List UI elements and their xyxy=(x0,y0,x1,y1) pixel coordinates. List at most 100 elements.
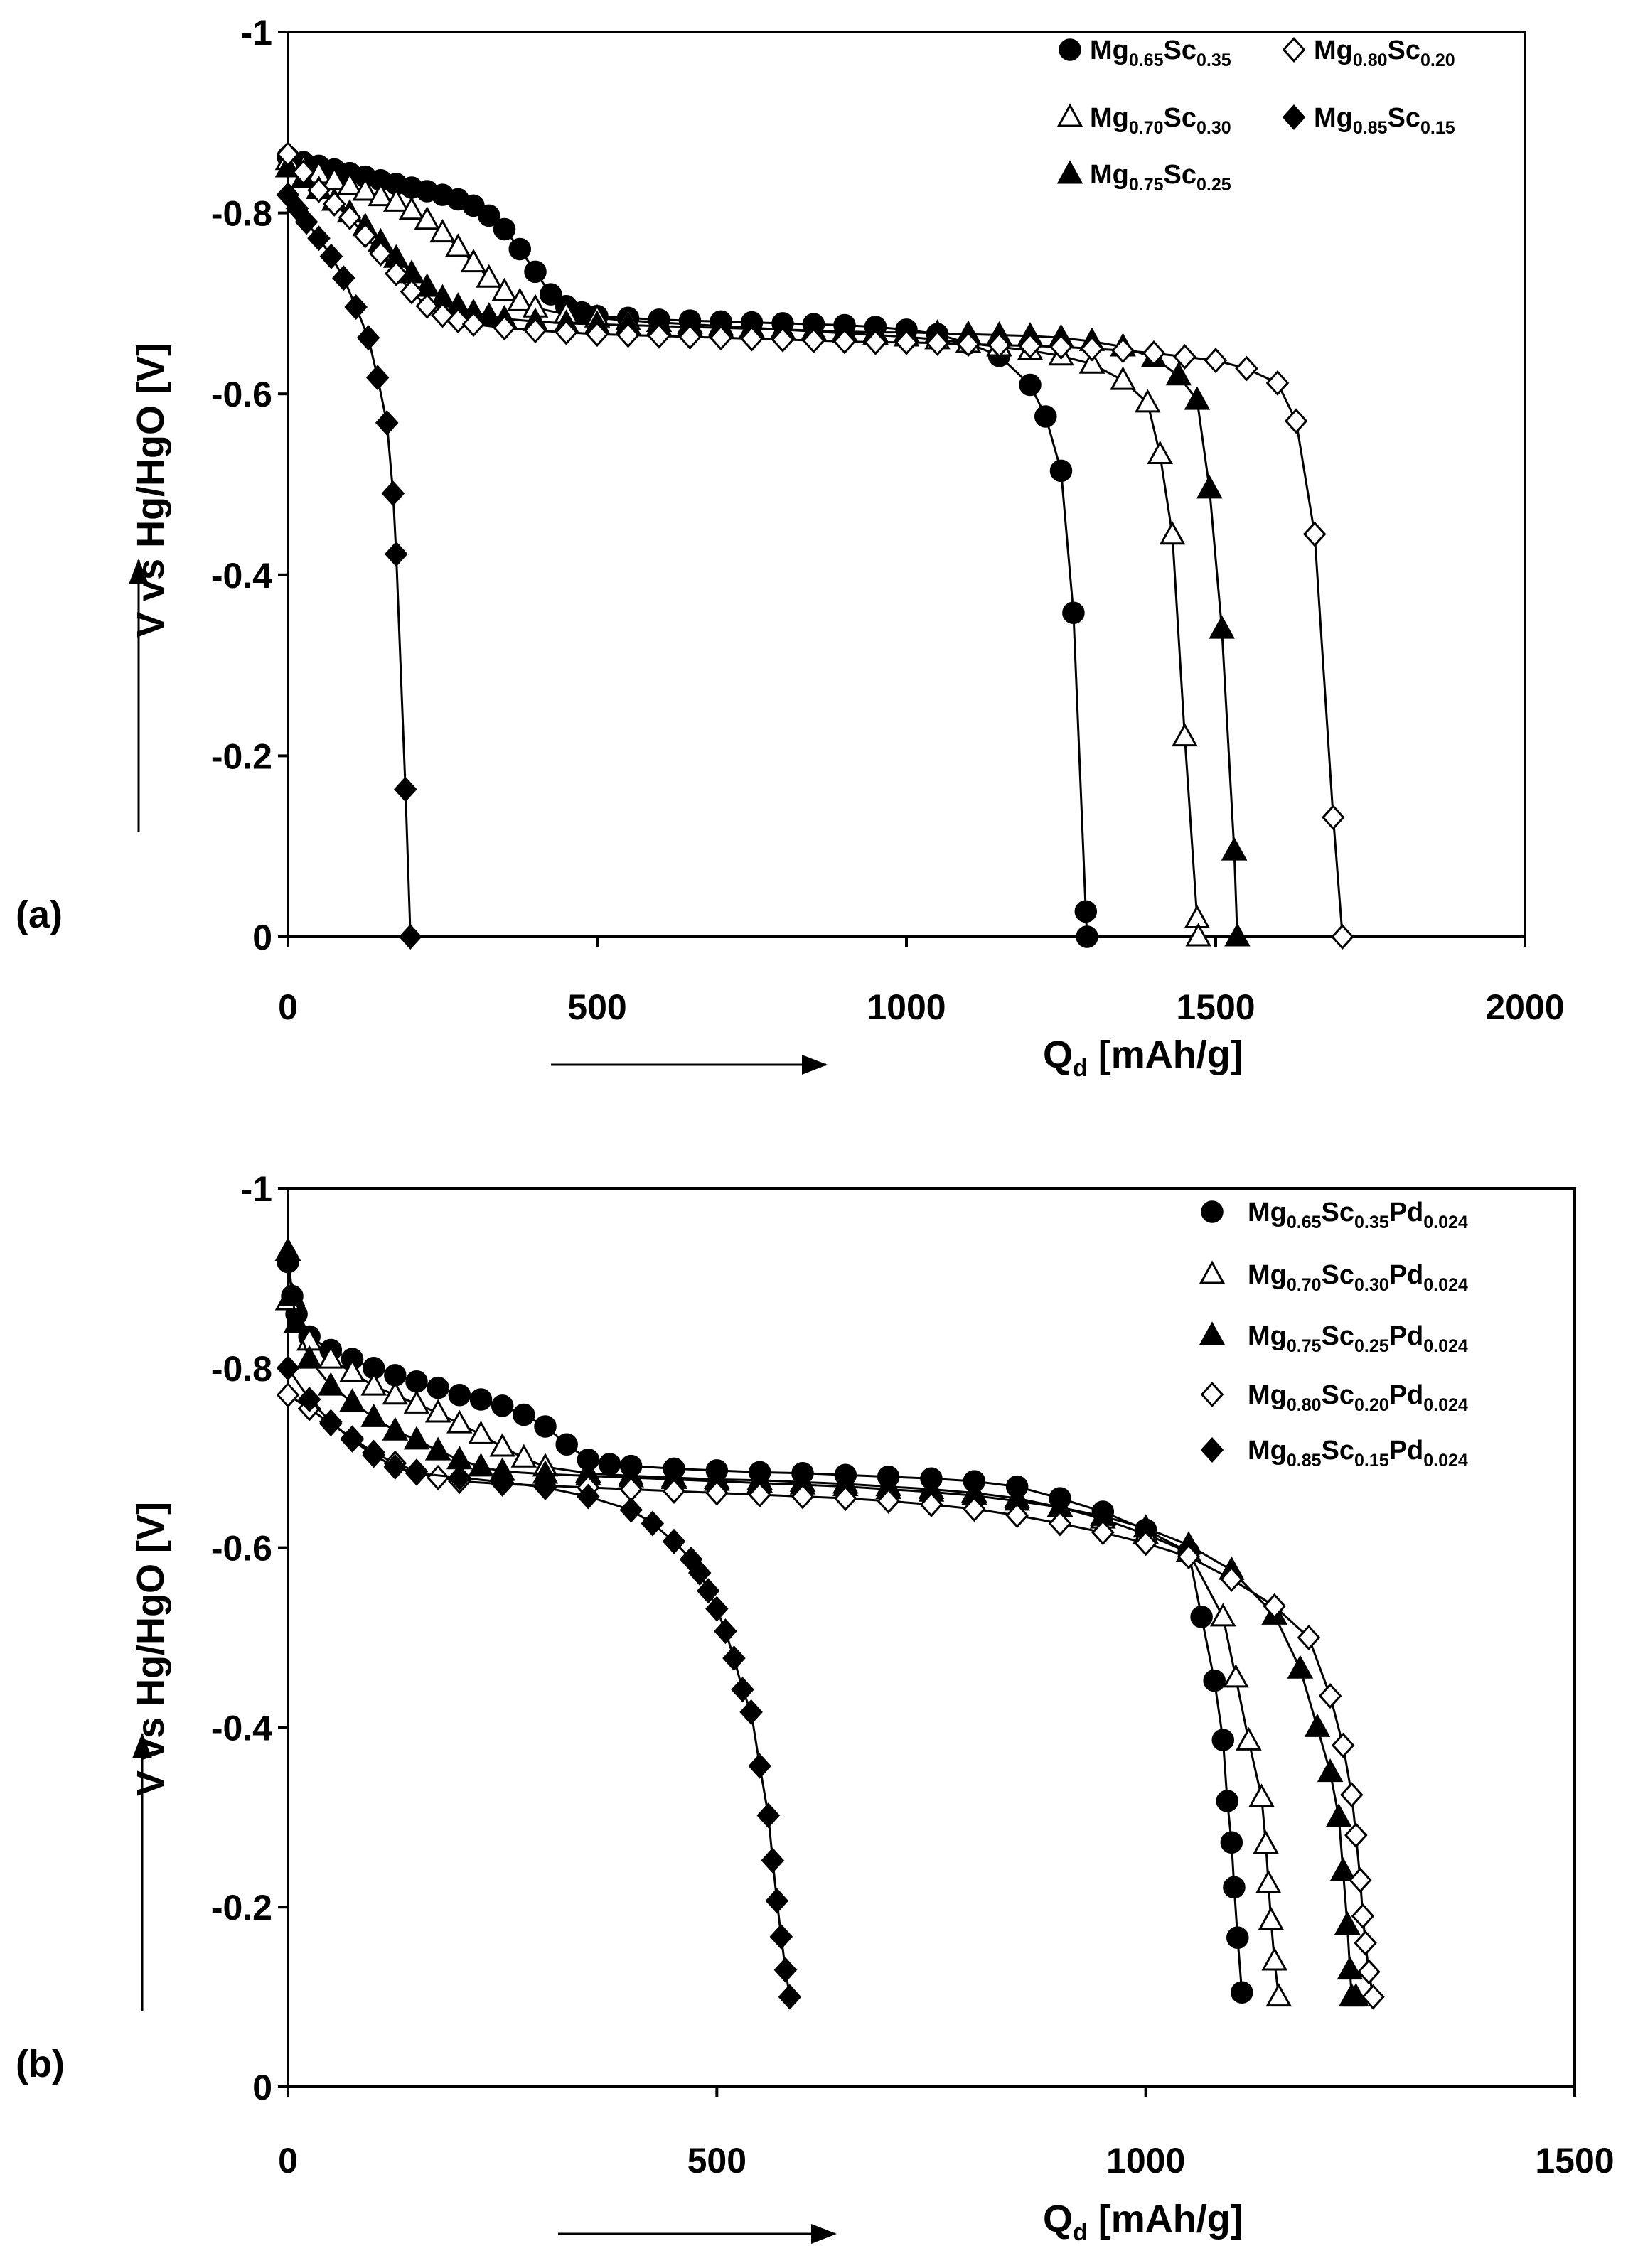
legend-text-part: 0.15 xyxy=(1420,118,1455,138)
data-point xyxy=(369,240,392,267)
legend-text-part: 0.024 xyxy=(1423,1395,1468,1415)
data-point xyxy=(276,141,300,167)
legend-text-part: Sc xyxy=(1164,36,1196,65)
legend-text-part: 0.75 xyxy=(1287,1336,1322,1356)
data-point xyxy=(1349,1867,1372,1893)
data-point xyxy=(1331,1732,1355,1758)
data-point xyxy=(709,325,733,351)
legend-text-part: 0.70 xyxy=(1287,1275,1322,1295)
legend-text-part: Sc xyxy=(1322,1260,1354,1290)
data-point xyxy=(283,1308,310,1333)
series-line xyxy=(287,1262,1243,1993)
legend-text-part: Sc xyxy=(1322,1198,1354,1227)
series-line xyxy=(287,153,1344,937)
data-point xyxy=(555,319,578,345)
data-point xyxy=(338,204,362,230)
x-axis-title-symbol: Q xyxy=(1043,2198,1073,2240)
data-point xyxy=(1339,1782,1364,1808)
x-tick-label: 1000 xyxy=(867,987,946,1027)
data-point xyxy=(1209,1603,1236,1627)
data-point xyxy=(339,1358,365,1382)
data-point xyxy=(705,1596,729,1622)
data-point xyxy=(362,1442,385,1468)
data-point xyxy=(446,1409,473,1434)
data-point xyxy=(739,1699,763,1725)
x-axis-title-symbol: Q xyxy=(1043,1033,1073,1076)
data-point xyxy=(352,177,379,201)
legend-text-part: Mg xyxy=(1248,1198,1287,1227)
data-point xyxy=(403,1390,430,1414)
data-point xyxy=(1142,340,1166,366)
legend-text-part: Mg xyxy=(1248,1436,1287,1466)
data-point xyxy=(382,1381,409,1405)
data-point xyxy=(1204,348,1228,374)
data-point xyxy=(748,1753,771,1779)
data-point xyxy=(748,1482,771,1508)
legend-text-part: Mg xyxy=(1314,36,1353,65)
data-point xyxy=(1263,1593,1286,1619)
legend-label: Mg0.65Sc0.35 xyxy=(1090,36,1231,70)
legend-text-part: 0.20 xyxy=(1420,50,1455,70)
series-diamond-open xyxy=(276,141,1354,950)
data-point xyxy=(506,287,533,311)
legend-text-part: Sc xyxy=(1164,103,1196,133)
data-point xyxy=(276,1355,300,1381)
panel-label: (b) xyxy=(16,2043,65,2085)
data-point xyxy=(319,243,343,269)
data-point xyxy=(1135,389,1161,413)
data-point xyxy=(491,277,518,301)
data-point xyxy=(405,1370,428,1393)
legend-text-part: Sc xyxy=(1388,103,1420,133)
legend-label: Mg0.65Sc0.35Pd0.024 xyxy=(1248,1198,1468,1232)
data-point xyxy=(360,1372,387,1396)
y-tick-label: -1 xyxy=(241,13,272,53)
data-point xyxy=(1165,362,1192,386)
data-point xyxy=(493,217,516,241)
y-tick-label: -0.4 xyxy=(211,556,272,596)
data-point xyxy=(1216,1790,1239,1812)
x-tick-label: 0 xyxy=(278,987,298,1027)
data-point xyxy=(1265,1982,1292,2007)
data-point xyxy=(1317,1758,1344,1783)
data-point xyxy=(765,1888,789,1914)
data-point xyxy=(1255,1869,1282,1893)
legend-text-part: 0.25 xyxy=(1354,1336,1389,1356)
x-tick-label: 1500 xyxy=(1535,2141,1614,2181)
data-point xyxy=(534,1415,557,1438)
data-point xyxy=(318,1345,344,1369)
legend-text-part: 0.024 xyxy=(1423,1336,1468,1356)
data-point xyxy=(523,318,547,344)
legend-marker xyxy=(1199,1321,1226,1345)
data-point xyxy=(448,1465,471,1490)
legend-text-part: Mg xyxy=(1314,103,1353,133)
data-point xyxy=(864,329,887,355)
legend-marker xyxy=(1199,1260,1226,1284)
legend-text-part: Pd xyxy=(1389,1260,1424,1290)
data-point xyxy=(1062,601,1085,625)
data-point xyxy=(360,1403,387,1427)
legend-label: Mg0.80Sc0.20 xyxy=(1314,36,1455,70)
data-point xyxy=(460,249,487,273)
data-point xyxy=(1236,1726,1262,1751)
legend-text-part: Sc xyxy=(1164,160,1196,190)
data-point xyxy=(336,171,363,195)
data-point xyxy=(493,315,516,341)
x-axis-title: Qd [mAh/g] xyxy=(1043,2198,1243,2246)
legend-text-part: 0.85 xyxy=(1353,118,1388,138)
legend-text-part: 0.80 xyxy=(1287,1395,1322,1415)
legend-text-part: 0.35 xyxy=(1196,50,1231,70)
data-point xyxy=(478,204,500,227)
legend: Mg0.65Sc0.35Pd0.024Mg0.70Sc0.30Pd0.024Mg… xyxy=(1199,1198,1468,1471)
data-point xyxy=(1184,386,1211,410)
data-point xyxy=(740,326,764,352)
legend-text-part: 0.85 xyxy=(1287,1451,1322,1471)
data-point xyxy=(1284,408,1308,434)
data-point xyxy=(1253,1830,1279,1854)
legend-text-part: Sc xyxy=(1322,1436,1354,1466)
legend-label: Mg0.70Sc0.30 xyxy=(1090,103,1231,138)
plot-frame xyxy=(287,31,1526,938)
data-point xyxy=(647,323,671,349)
data-point xyxy=(1049,459,1073,483)
data-point xyxy=(555,1433,578,1456)
